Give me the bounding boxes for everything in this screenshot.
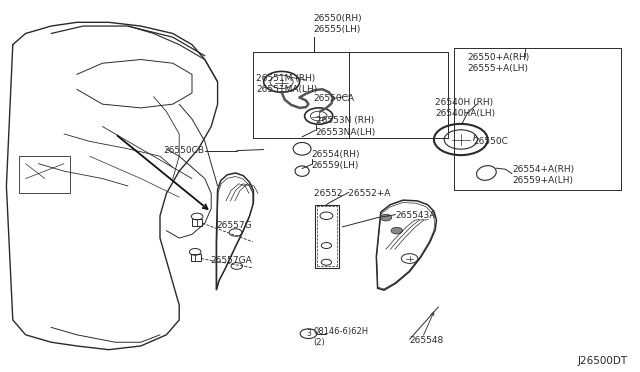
Text: 26540H (RH)
26540HA(LH): 26540H (RH) 26540HA(LH) [435,98,495,118]
Text: 3: 3 [306,329,311,338]
Text: J26500DT: J26500DT [577,356,627,366]
Text: 265548: 265548 [410,336,444,345]
Text: 26550+A(RH)
26555+A(LH): 26550+A(RH) 26555+A(LH) [467,53,529,73]
Text: 08146-6)62H
(2): 08146-6)62H (2) [314,327,369,347]
Text: 265543A: 265543A [396,211,436,220]
Text: 26554(RH)
26559(LH): 26554(RH) 26559(LH) [312,150,360,170]
Text: 26550(RH)
26555(LH): 26550(RH) 26555(LH) [314,14,362,34]
Text: 26550C: 26550C [474,137,508,146]
Text: 26552  26552+A: 26552 26552+A [314,189,390,198]
Text: 26550CA: 26550CA [314,94,355,103]
Text: 26553N (RH)
26553NA(LH): 26553N (RH) 26553NA(LH) [316,116,376,137]
Circle shape [380,214,392,221]
Text: 26554+A(RH)
26559+A(LH): 26554+A(RH) 26559+A(LH) [512,165,574,185]
Text: 26557GA: 26557GA [210,256,252,265]
Text: 26557G: 26557G [216,221,252,230]
Text: 26551M (RH)
26551MA(LH): 26551M (RH) 26551MA(LH) [256,74,317,94]
Circle shape [391,227,403,234]
Text: 26550CB: 26550CB [164,146,205,155]
